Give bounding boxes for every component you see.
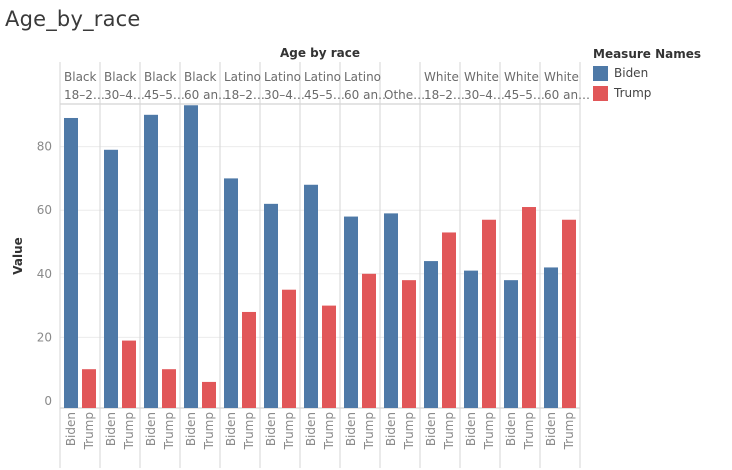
x-tick-label-trump: Trump [162, 412, 176, 450]
x-tick-label-biden: Biden [544, 412, 558, 446]
category-header-line1: White [424, 70, 459, 84]
category-header-line2: 60 an… [344, 88, 390, 102]
bar-trump [482, 219, 496, 408]
legend-swatch-biden [593, 65, 608, 81]
bar-trump [242, 311, 256, 408]
x-tick-label-biden: Biden [184, 412, 198, 446]
category-header-line2: 60 an… [184, 88, 230, 102]
category-header-line2: 45–5… [504, 88, 545, 102]
x-tick-label-trump: Trump [562, 412, 576, 450]
page-title: Age_by_race [5, 7, 141, 31]
category-header-line1: White [504, 70, 539, 84]
bar-biden [504, 280, 518, 408]
x-tick-label-biden: Biden [104, 412, 118, 446]
x-tick-label-biden: Biden [64, 412, 78, 446]
bar-trump [202, 381, 216, 408]
bar-biden [144, 114, 158, 409]
x-tick-label-biden: Biden [464, 412, 478, 446]
category-header-line2: 45–5… [144, 88, 185, 102]
y-tick-label: 40 [37, 267, 52, 281]
x-tick-label-biden: Biden [224, 412, 238, 446]
bar-biden [184, 105, 198, 408]
x-tick-label-trump: Trump [402, 412, 416, 450]
category-header-line2: 18–2… [424, 88, 465, 102]
x-tick-label-biden: Biden [264, 412, 278, 446]
y-tick-label: 80 [37, 140, 52, 154]
bar-biden [304, 184, 318, 408]
y-tick-label: 0 [44, 394, 52, 408]
bar-biden [384, 213, 398, 408]
bar-trump [402, 280, 416, 408]
category-header-line2: 18–2… [224, 88, 265, 102]
legend-title: Measure Names [593, 47, 702, 61]
bar-trump [282, 289, 296, 408]
x-tick-label-trump: Trump [522, 412, 536, 450]
category-header-line2: 30–4… [264, 88, 305, 102]
x-tick-label-biden: Biden [344, 412, 358, 446]
category-header-line1: Latino [344, 70, 381, 84]
bar-trump [82, 369, 96, 408]
category-header-line1: Black [104, 70, 137, 84]
category-header-line2: 30–4… [464, 88, 505, 102]
legend-item-trump[interactable]: Trump [593, 85, 651, 101]
category-header-line1: Latino [224, 70, 261, 84]
x-tick-label-trump: Trump [442, 412, 456, 450]
category-header-line2: Othe… [384, 88, 425, 102]
x-tick-label-trump: Trump [82, 412, 96, 450]
x-tick-label-biden: Biden [304, 412, 318, 446]
category-header-line1: White [464, 70, 499, 84]
category-header-line2: 30–4… [104, 88, 145, 102]
category-header-line2: 18–2… [64, 88, 105, 102]
category-header-line1: Latino [264, 70, 301, 84]
legend-label-trump: Trump [614, 86, 652, 100]
bar-biden [544, 267, 558, 408]
x-tick-label-trump: Trump [122, 412, 136, 450]
category-header-line2: 60 an… [544, 88, 590, 102]
x-tick-label-trump: Trump [362, 412, 376, 450]
y-tick-label: 20 [37, 330, 52, 344]
x-tick-label-trump: Trump [282, 412, 296, 450]
x-tick-label-biden: Biden [384, 412, 398, 446]
category-header-line1: Black [144, 70, 177, 84]
x-tick-label-trump: Trump [202, 412, 216, 450]
category-header-line1: Black [64, 70, 97, 84]
bar-biden [104, 149, 118, 408]
x-tick-label-biden: Biden [424, 412, 438, 446]
category-header-line1: White [544, 70, 579, 84]
bar-biden [264, 203, 278, 408]
bar-biden [424, 261, 438, 408]
bar-trump [442, 232, 456, 408]
bar-trump [122, 340, 136, 408]
y-axis-title: Value [11, 237, 25, 275]
bar-biden [344, 216, 358, 408]
x-tick-label-trump: Trump [482, 412, 496, 450]
x-tick-label-trump: Trump [242, 412, 256, 450]
bar-trump [362, 273, 376, 408]
y-tick-label: 60 [37, 203, 52, 217]
bar-trump [162, 369, 176, 408]
bar-trump [322, 305, 336, 408]
category-header-line1: Latino [304, 70, 341, 84]
bar-trump [522, 207, 536, 408]
legend-item-biden[interactable]: Biden [593, 65, 648, 81]
legend-swatch-trump [593, 85, 608, 101]
category-header-line2: 45–5… [304, 88, 345, 102]
bar-biden [464, 270, 478, 408]
bar-biden [64, 117, 78, 408]
x-tick-label-biden: Biden [144, 412, 158, 446]
bar-trump [562, 219, 576, 408]
x-tick-label-trump: Trump [322, 412, 336, 450]
category-header-line1: Black [184, 70, 217, 84]
bar-biden [224, 178, 238, 408]
x-tick-label-biden: Biden [504, 412, 518, 446]
legend-label-biden: Biden [614, 66, 649, 80]
chart-title: Age by race [280, 46, 360, 60]
